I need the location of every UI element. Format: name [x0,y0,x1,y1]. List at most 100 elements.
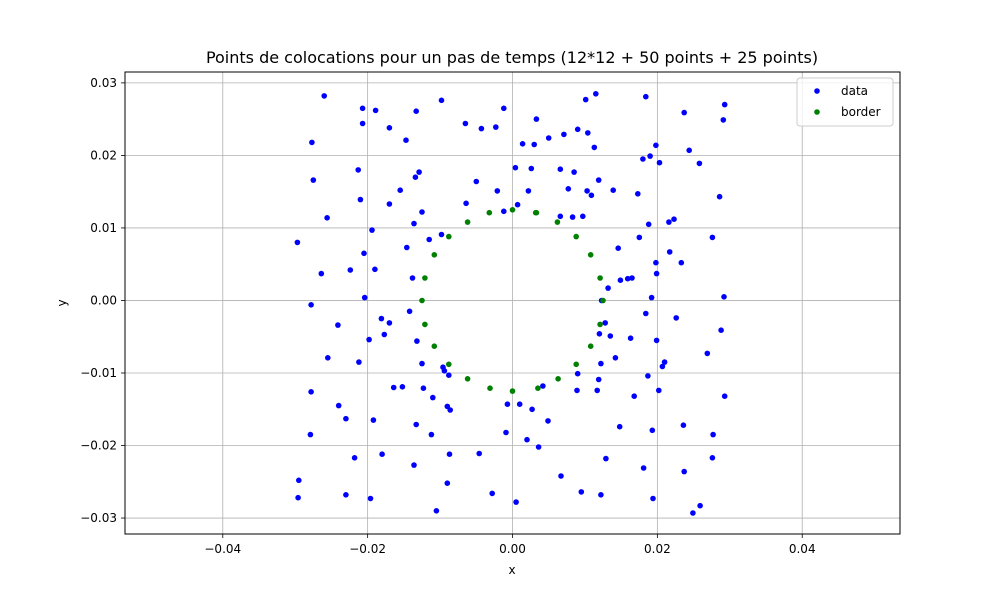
legend-marker-border [814,109,820,115]
data-point [356,359,362,365]
data-point [624,275,631,282]
data-point [404,244,410,251]
border-point [597,275,603,281]
data-point [585,130,591,136]
data-point [503,429,509,436]
data-point [578,489,585,495]
data-point [540,383,546,389]
data-point [710,431,716,438]
data-point [631,393,637,400]
data-point [574,370,581,377]
border-point [464,219,471,225]
border-point [431,343,438,350]
border-point [533,209,540,216]
border-point [509,207,516,213]
data-point [296,477,302,484]
data-point [617,277,624,284]
data-point [411,462,417,468]
data-point [721,101,728,108]
border-point [509,388,516,394]
data-point [335,402,342,409]
data-point [372,266,378,273]
data-point [557,213,564,220]
data-point [648,294,655,301]
data-point [413,421,420,428]
y-tick-label: 0.01 [90,221,117,235]
data-point [716,193,723,200]
data-point [653,142,659,149]
data-point [359,105,366,112]
data-point [494,188,501,194]
data-point [512,164,519,171]
border-point [600,297,606,304]
data-point [653,270,660,277]
data-point [386,201,393,207]
data-point [584,188,590,194]
data-point [598,360,604,367]
data-point [673,315,679,321]
border-point [486,209,493,216]
x-tick-label: 0.02 [644,542,671,556]
data-point [351,455,358,461]
x-axis: −0.04 −0.02 0.00 0.02 0.04 [204,534,816,556]
data-point [661,359,668,365]
data-point [399,384,406,390]
data-point [569,214,576,220]
data-point [397,187,404,193]
data-point [656,387,662,394]
data-point [335,322,341,328]
border-point [554,219,561,225]
data-point [501,208,507,215]
border-point [446,233,452,240]
data-point [561,131,567,138]
border-point [535,385,541,392]
data-point [595,376,602,383]
data-point [680,422,687,429]
data-point [565,186,572,192]
data-point [295,494,301,501]
data-point [381,331,388,338]
data-point [446,372,452,379]
data-point [574,387,580,394]
data-point [369,227,375,233]
data-point [324,215,330,221]
data-point [645,221,652,228]
data-point [643,310,649,317]
data-point [366,336,372,343]
data-point [367,495,374,502]
data-point [478,125,485,132]
data-point [308,302,314,308]
chart-title: Points de colocations pour un pas de tem… [206,48,818,67]
data-point [557,166,564,172]
data-point [635,191,641,197]
data-point [476,450,483,457]
data-point [696,160,703,167]
data-point [447,407,454,413]
border-point [431,252,438,258]
legend-marker-data [814,88,820,94]
data-point [438,231,445,238]
data-point [545,418,551,424]
data-point [519,141,526,147]
data-point [574,126,581,133]
data-point [462,120,469,127]
data-point [413,108,420,114]
data-point [720,117,727,123]
data-point [420,385,427,392]
data-point [378,315,385,322]
data-point [438,97,445,104]
border-point [573,361,579,368]
gridlines [125,72,900,534]
border-point [419,297,425,304]
data-point [627,335,634,342]
border-point [555,376,561,382]
data-point [414,338,420,344]
data-point [596,331,603,337]
border-point [587,252,594,258]
data-point [615,245,621,251]
data-point [406,308,413,315]
data-point [419,360,425,367]
data-point [428,431,435,438]
x-tick-label: 0.04 [789,542,816,556]
data-point [718,327,724,334]
